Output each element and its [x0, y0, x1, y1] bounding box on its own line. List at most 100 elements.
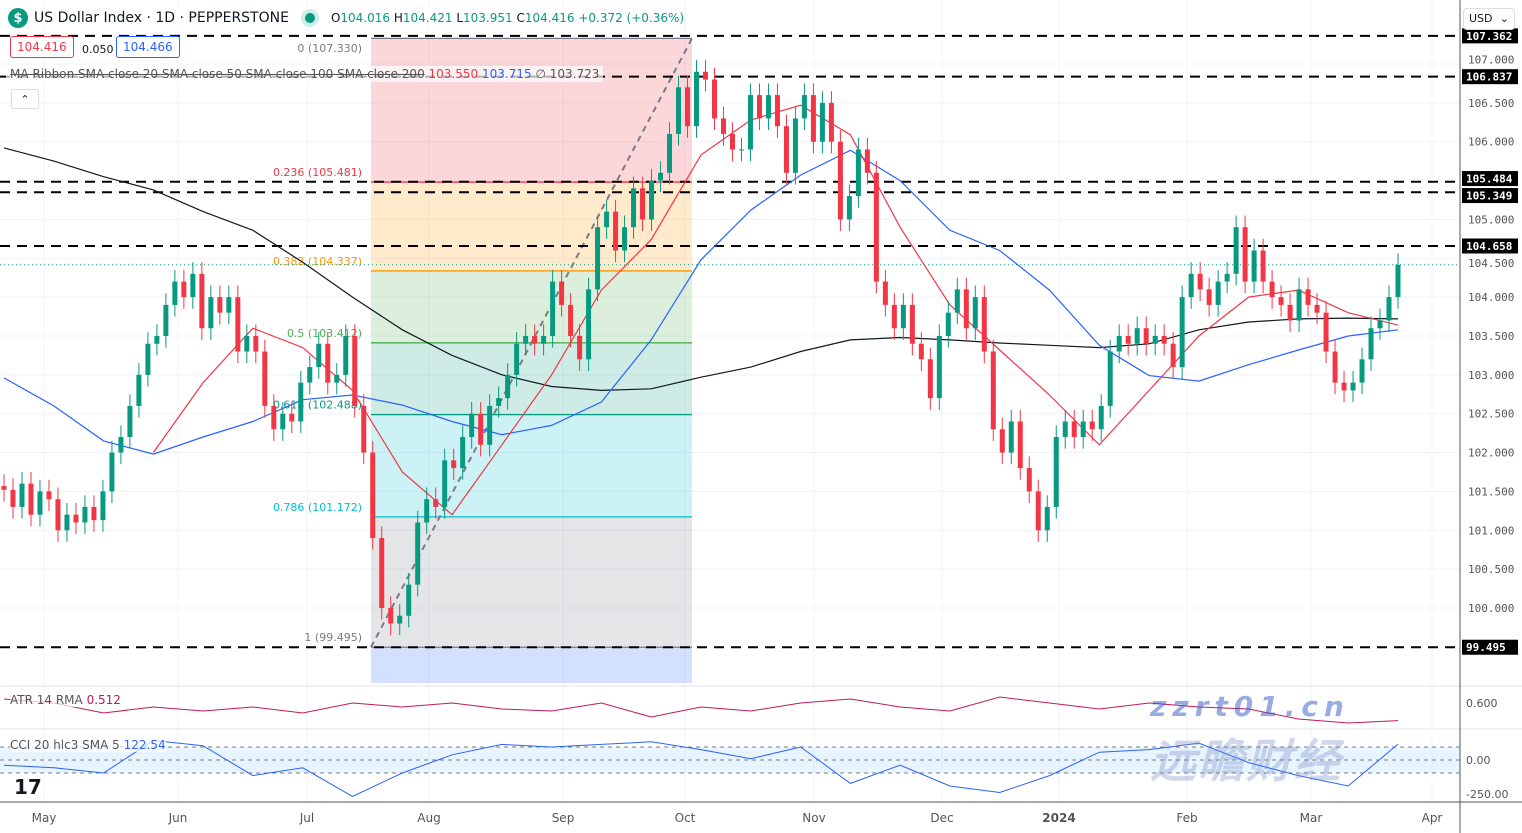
watermark-logo: 远瞻财经: [1150, 734, 1342, 788]
candle-body: [46, 491, 52, 500]
candle-body: [523, 335, 529, 344]
fib-level-label: 0.5 (103.412): [287, 327, 362, 340]
candle-body: [370, 452, 376, 539]
candle-body: [136, 374, 142, 406]
candle-body: [19, 483, 25, 507]
collapse-legend-button[interactable]: ⌃: [11, 89, 39, 109]
candle-body: [235, 297, 241, 352]
candle-body: [864, 149, 870, 173]
cci-line: [3, 739, 1399, 797]
x-tick-label: Aug: [417, 811, 440, 825]
candle-body: [891, 304, 897, 329]
candle-body: [927, 359, 933, 399]
cci-legend[interactable]: CCI 20 hlc3 SMA 5 122.54: [10, 738, 166, 752]
fib-zone: [371, 270, 692, 343]
candle-body: [1359, 359, 1365, 383]
sell-price-button[interactable]: 104.416: [10, 36, 74, 58]
x-tick-label: Nov: [802, 811, 825, 825]
candle-body: [199, 273, 205, 329]
y-tick-label: 105.000: [1468, 213, 1514, 226]
candle-body: [1341, 382, 1347, 391]
candle-body: [1161, 335, 1167, 344]
y-tick-label: 104.500: [1468, 257, 1514, 270]
candle-body: [765, 95, 771, 119]
atr-legend[interactable]: ATR 14 RMA 0.512: [10, 693, 121, 707]
candle-body: [873, 172, 879, 282]
candle-body: [729, 133, 735, 150]
level-price-tag: [1462, 69, 1518, 85]
candle-body: [352, 335, 358, 406]
candle-body: [145, 343, 151, 375]
candle-body: [289, 413, 295, 422]
y-tick-label: 106.000: [1468, 136, 1514, 149]
candle-body: [559, 281, 565, 305]
candle-body: [702, 71, 708, 80]
x-tick-label: Sep: [552, 811, 575, 825]
candle-body: [478, 413, 484, 445]
candle-body: [424, 499, 430, 523]
y-tick-label: 106.500: [1468, 97, 1514, 110]
currency-select[interactable]: USD ⌄: [1463, 8, 1515, 30]
level-price-label: 105.349: [1466, 190, 1512, 203]
x-tick-label: Oct: [675, 811, 696, 825]
candle-body: [10, 489, 16, 507]
chevron-down-icon: ⌄: [1499, 12, 1509, 25]
x-tick-label: Apr: [1422, 811, 1443, 825]
candle-body: [981, 297, 987, 352]
ohlc-values: O104.016 H104.421 L103.951 C104.416 +0.3…: [330, 11, 685, 25]
level-price-tag: [1462, 238, 1518, 254]
buy-price-button[interactable]: 104.466: [116, 36, 180, 58]
candle-body: [1080, 421, 1086, 438]
candle-body: [541, 335, 547, 344]
candle-body: [532, 335, 538, 344]
candle-body: [1098, 405, 1104, 430]
candle-body: [954, 289, 960, 313]
candle-body: [1377, 320, 1383, 329]
candle-body: [487, 405, 493, 445]
candle-body: [172, 281, 178, 305]
candle-body: [433, 499, 439, 507]
candle-body: [999, 429, 1005, 453]
x-tick-label: May: [32, 811, 57, 825]
candle-body: [676, 87, 682, 134]
level-price-tag: [1462, 28, 1518, 44]
x-tick-label: Jun: [168, 811, 188, 825]
candle-body: [1215, 281, 1221, 305]
ma-ribbon-legend[interactable]: MA Ribbon SMA close 20 SMA close 50 SMA …: [6, 66, 604, 82]
candle-body: [307, 367, 313, 383]
candle-body: [298, 382, 304, 422]
candle-body: [415, 522, 421, 585]
candle-body: [1314, 304, 1320, 313]
sma200-line: [3, 147, 1399, 392]
candle-body: [1143, 328, 1149, 344]
candle-body: [1134, 328, 1140, 344]
fib-zone: [371, 38, 692, 183]
candle-body: [208, 297, 214, 329]
symbol-title[interactable]: US Dollar Index · 1D · PEPPERSTONE: [34, 10, 289, 26]
candle-body: [442, 460, 448, 507]
candle-body: [1107, 351, 1113, 406]
cci-axis-label: 0.00: [1466, 754, 1491, 767]
candle-body: [586, 289, 592, 360]
candle-body: [217, 297, 223, 313]
candle-body: [1395, 264, 1401, 298]
candle-body: [1035, 491, 1041, 531]
candle-body: [909, 304, 915, 344]
candle-body: [73, 514, 79, 523]
candle-body: [792, 118, 798, 173]
candle-body: [900, 304, 906, 329]
candle-body: [774, 95, 780, 127]
candle-body: [1278, 297, 1284, 305]
candle-body: [747, 95, 753, 150]
atr-axis-label: 0.600: [1466, 697, 1498, 710]
candle-body: [190, 273, 196, 298]
candle-body: [1179, 297, 1185, 368]
fib-zone: [371, 414, 692, 517]
candle-body: [1, 485, 7, 490]
candle-body: [100, 491, 106, 521]
candle-body: [685, 87, 691, 127]
candle-body: [720, 118, 726, 134]
candle-body: [828, 102, 834, 142]
candle-body: [1053, 437, 1059, 507]
